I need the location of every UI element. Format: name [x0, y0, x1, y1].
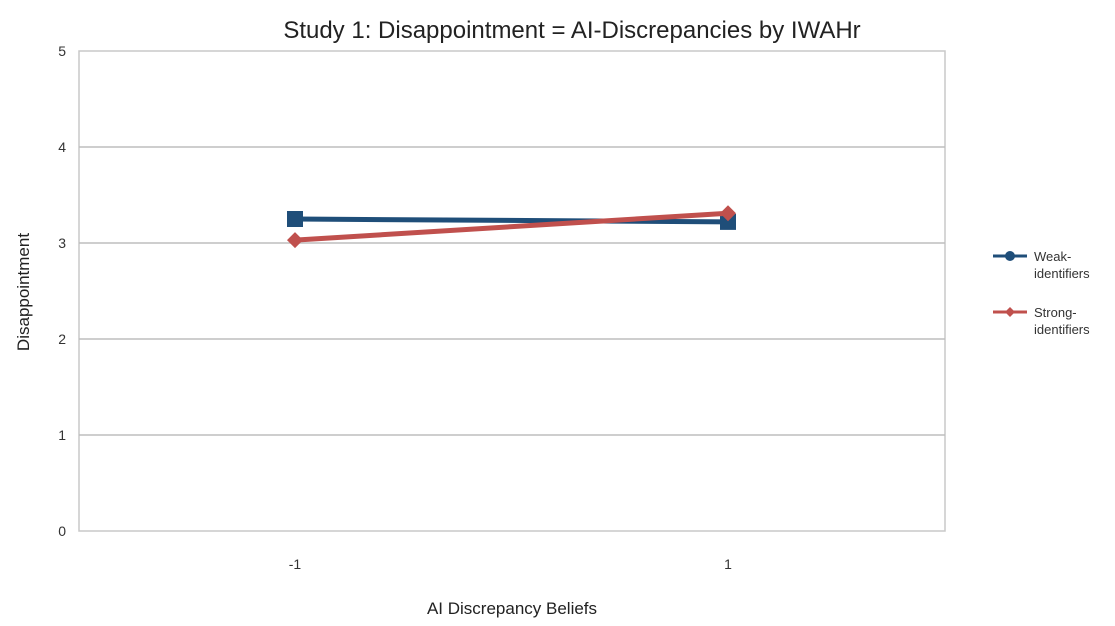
y-tick-label: 2 — [58, 331, 66, 347]
data-point-square — [287, 211, 303, 227]
x-axis-label: AI Discrepancy Beliefs — [427, 599, 597, 618]
chart-title: Study 1: Disappointment = AI-Discrepanci… — [283, 17, 860, 44]
x-tick-label: 1 — [724, 556, 732, 572]
legend-marker — [1005, 307, 1015, 317]
y-axis-label: Disappointment — [14, 233, 33, 351]
y-tick-label: 4 — [58, 139, 66, 155]
legend-label: Strong-identifiers — [1034, 305, 1090, 337]
y-tick-label: 0 — [58, 523, 66, 539]
gridlines — [79, 146, 945, 436]
data-point-square — [720, 213, 736, 230]
x-axis-ticks: -1 1 — [289, 556, 732, 572]
legend-item: Strong-identifiers — [993, 305, 1090, 337]
y-axis-ticks: 0 1 2 3 4 5 — [58, 43, 66, 539]
data-point-diamond — [287, 232, 303, 249]
data-point-diamond — [720, 205, 736, 222]
series-line — [294, 216, 729, 225]
legend-marker — [1005, 251, 1015, 261]
legend-label: Weak-identifiers — [1034, 249, 1090, 281]
y-tick-label: 5 — [58, 43, 66, 59]
y-tick-label: 3 — [58, 235, 66, 251]
series-group — [287, 205, 736, 249]
plot-area — [78, 50, 946, 532]
series-line — [294, 210, 729, 243]
legend: Weak-identifiers Strong-identifiers — [993, 249, 1090, 337]
y-tick-label: 1 — [58, 427, 66, 443]
legend-item: Weak-identifiers — [993, 249, 1090, 281]
x-tick-label: -1 — [289, 556, 302, 572]
